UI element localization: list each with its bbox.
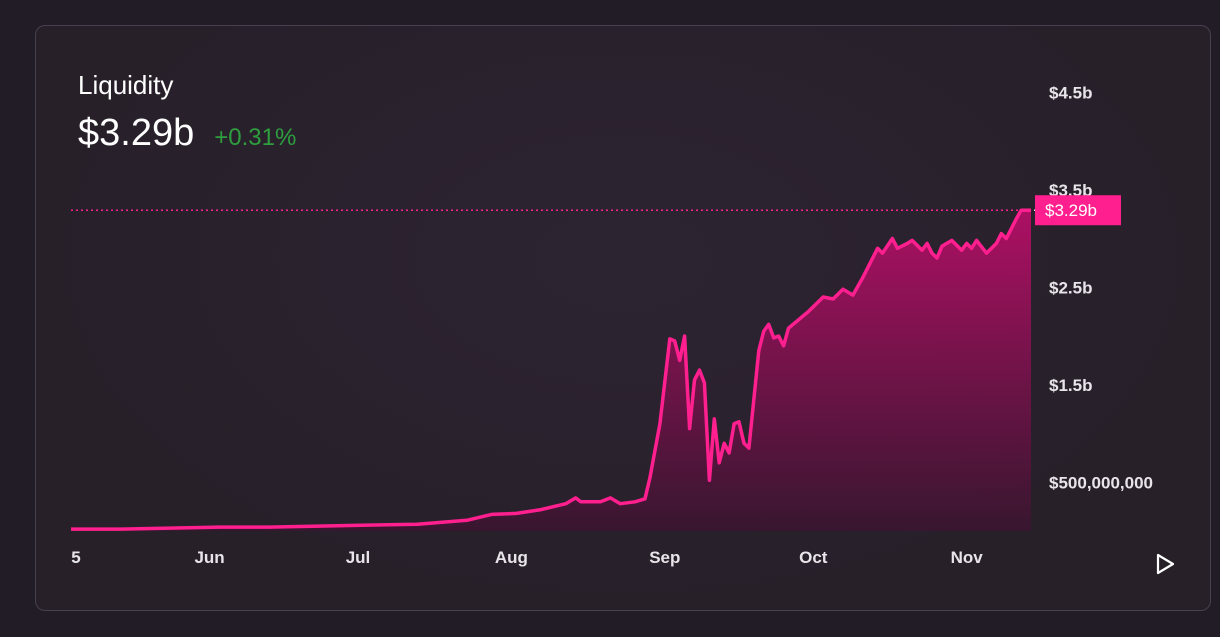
x-tick-label: Aug [495, 548, 528, 567]
current-value-label: $3.29b [1045, 201, 1097, 220]
y-tick-label: $4.5b [1049, 83, 1092, 102]
x-tick-label: 5 [71, 548, 80, 567]
current-value-marker: $3.29b [1034, 195, 1121, 226]
y-tick-label: $2.5b [1049, 278, 1092, 297]
x-tick-label: Sep [649, 548, 680, 567]
x-tick-label: Jul [346, 548, 371, 567]
metric-row: $3.29b +0.31% [78, 112, 296, 155]
x-tick-label: Nov [951, 548, 984, 567]
y-axis-labels: $500,000,000 $1.5b $2.5b $3.5b $4.5b [1049, 83, 1153, 492]
x-tick-label: Jun [194, 548, 224, 567]
metric-value: $3.29b [78, 112, 195, 154]
play-icon [1156, 553, 1175, 575]
play-button[interactable] [1152, 551, 1178, 577]
x-tick-label: Oct [799, 548, 828, 567]
liquidity-area [71, 210, 1031, 531]
y-tick-label: $500,000,000 [1049, 473, 1153, 492]
current-value-badge [1035, 195, 1121, 226]
x-axis-labels: 5 Jun Jul Aug Sep Oct Nov [71, 548, 983, 567]
liquidity-card: Liquidity $3.29b +0.31% $500,000,000 $1.5… [35, 25, 1211, 611]
liquidity-line [71, 208, 1031, 531]
metric-title: Liquidity [78, 70, 174, 100]
metric-change: +0.31% [214, 124, 297, 151]
y-tick-label: $1.5b [1049, 376, 1092, 395]
liquidity-chart: $500,000,000 $1.5b $2.5b $3.5b $4.5b 5 Jun Jul… [71, 83, 1153, 567]
y-tick-label: $3.5b [1049, 181, 1092, 200]
